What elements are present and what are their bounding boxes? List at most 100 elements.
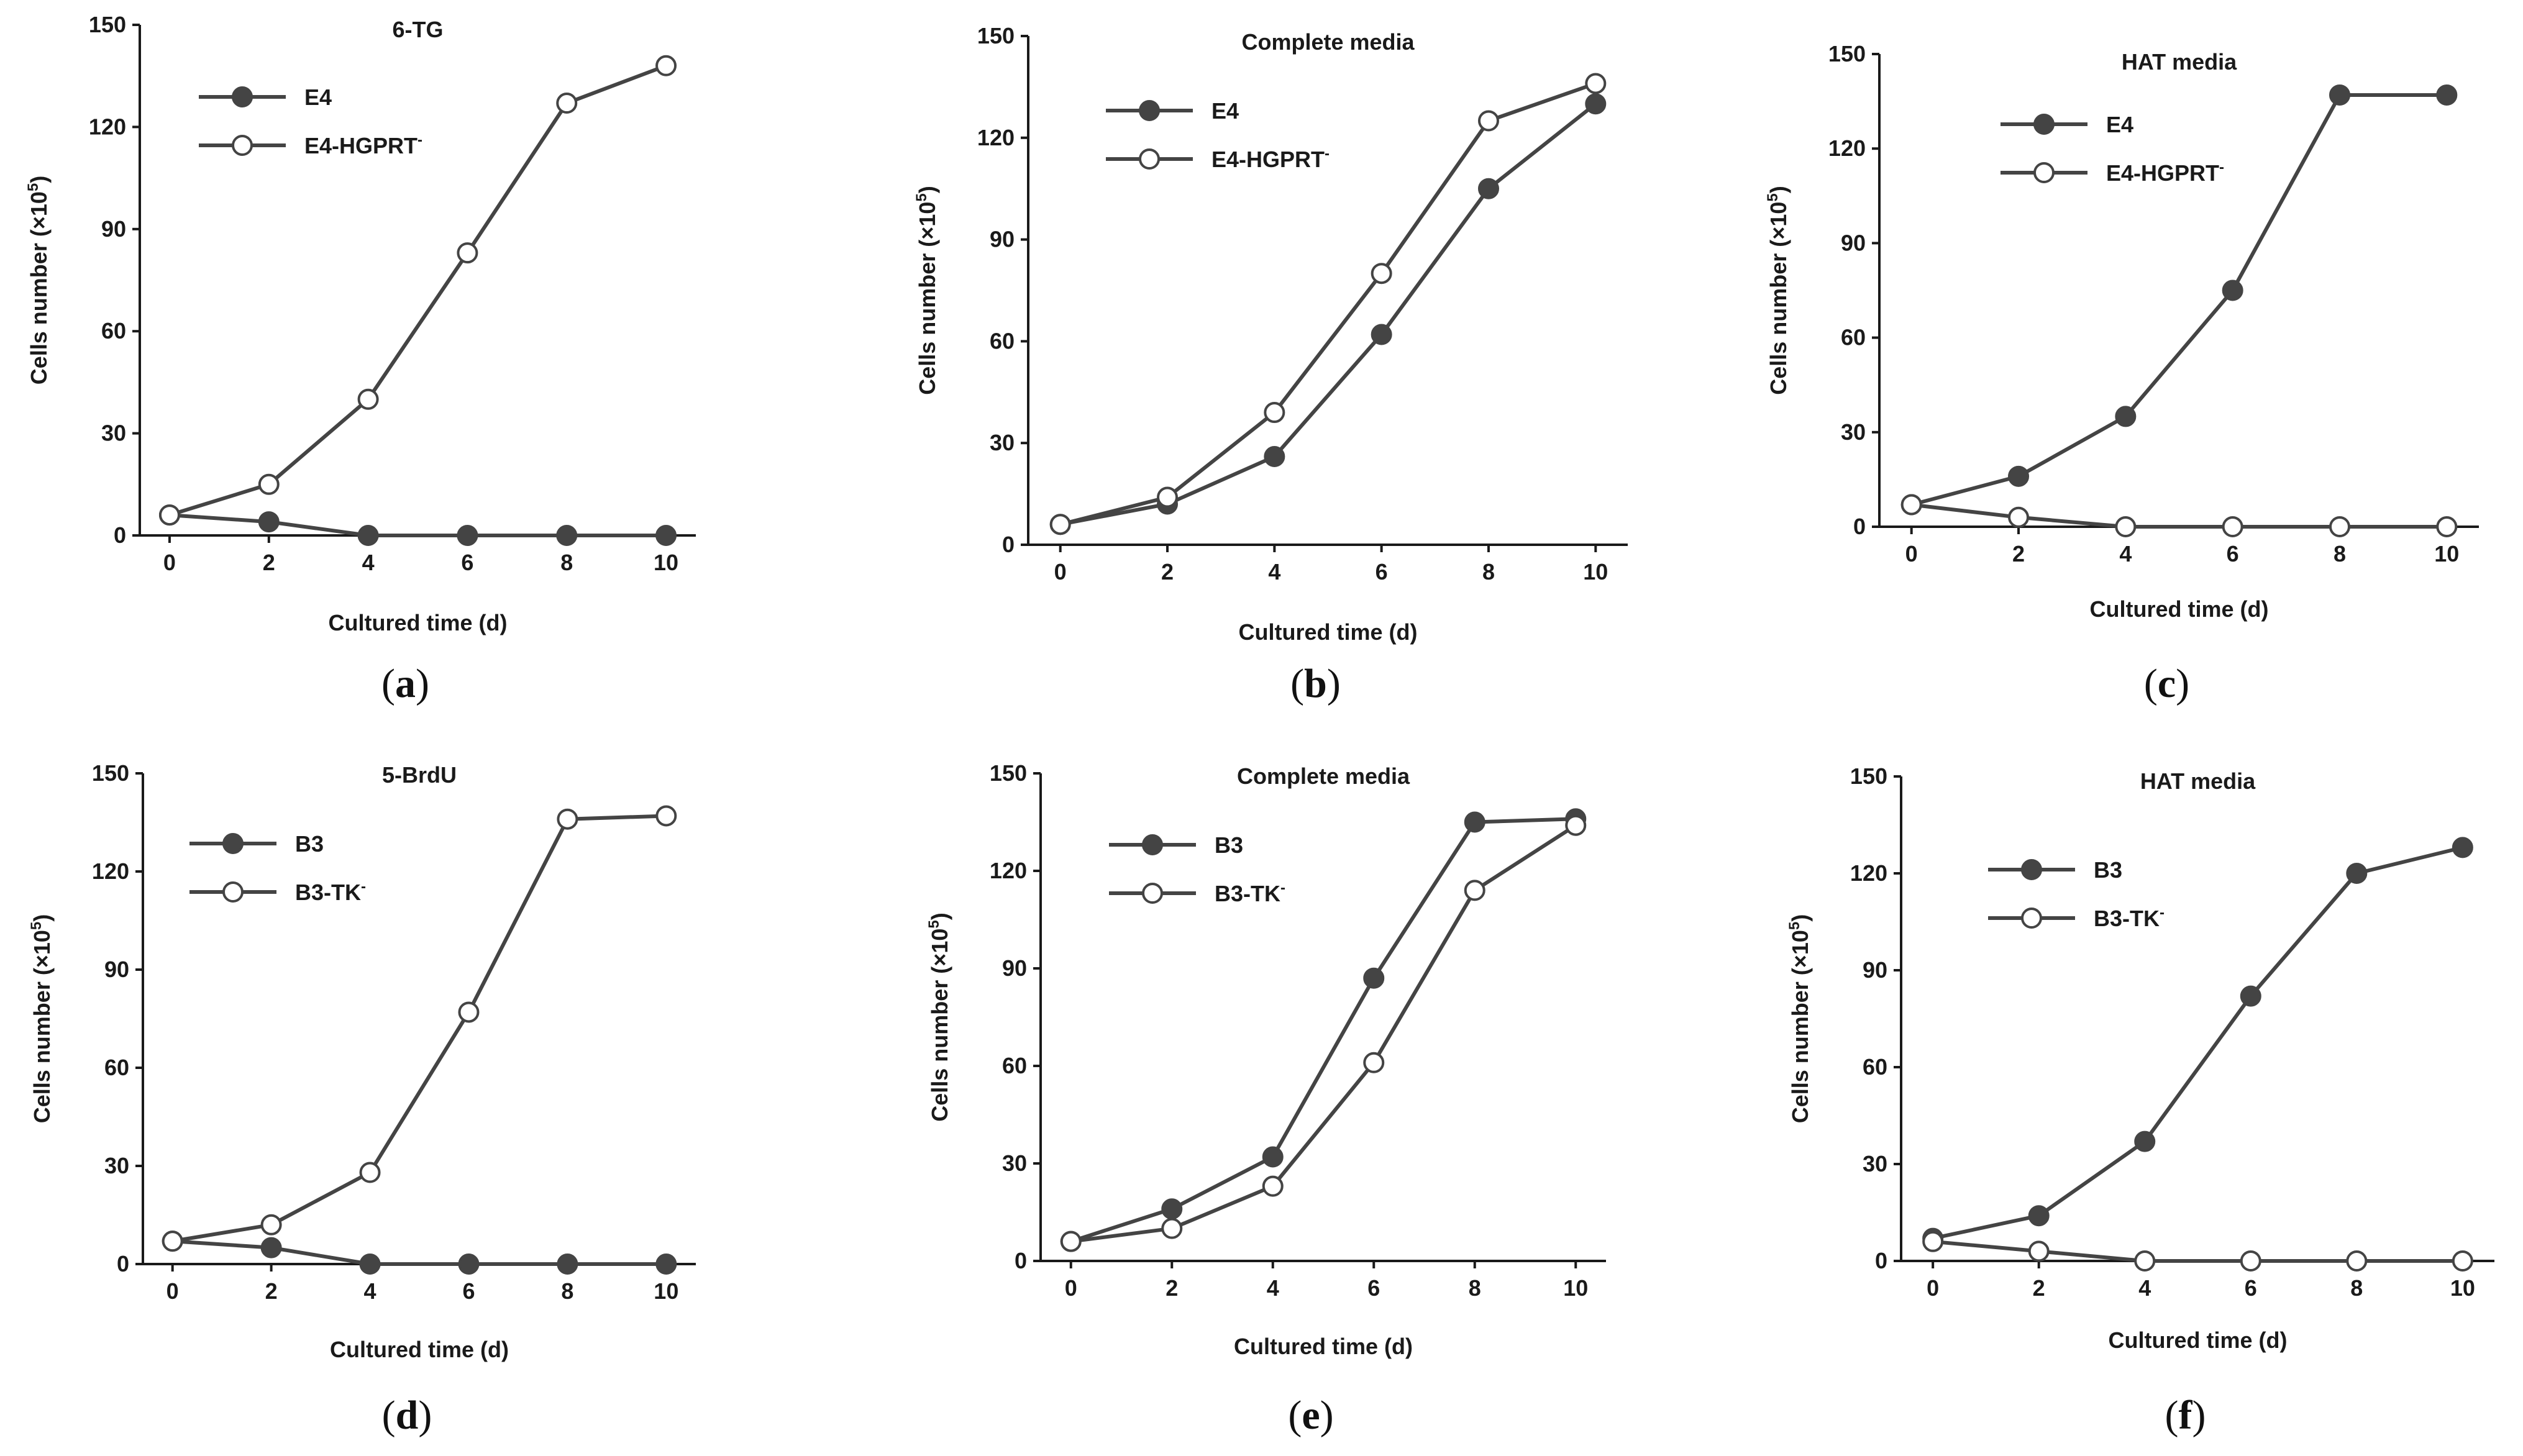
legend-entry: B3-TK- xyxy=(189,878,366,905)
y-tick-label: 90 xyxy=(104,957,129,982)
series-line xyxy=(1932,1239,2463,1263)
data-point xyxy=(357,525,379,546)
y-tick-label: 30 xyxy=(101,421,126,446)
legend-label: E4 xyxy=(304,84,332,110)
legend-entry: B3 xyxy=(189,831,324,857)
y-tick-label: 120 xyxy=(92,858,129,884)
legend-marker xyxy=(222,833,244,854)
data-point xyxy=(557,1254,578,1275)
x-tick-label: 8 xyxy=(560,550,573,575)
data-point xyxy=(2436,516,2458,537)
data-point xyxy=(2452,1250,2473,1272)
panel-label: (f) xyxy=(2165,1393,2206,1438)
data-point xyxy=(2346,1250,2368,1272)
series-line xyxy=(1060,102,1597,527)
data-point xyxy=(1264,446,1285,468)
data-point xyxy=(2222,280,2243,301)
series-line xyxy=(172,814,667,1244)
y-tick-label: 0 xyxy=(1853,514,1866,539)
y-axis-label: Cells number (×105) xyxy=(1786,914,1813,1123)
legend-entry: E4-HGPRT- xyxy=(2001,159,2224,186)
data-point xyxy=(260,1214,282,1235)
series-filled xyxy=(1922,837,2473,1249)
data-point xyxy=(2452,837,2473,858)
panel-label: (c) xyxy=(2144,661,2189,706)
y-tick-label: 120 xyxy=(990,858,1027,883)
legend-entry: B3 xyxy=(1988,857,2122,883)
y-axis-label: Cells number (×105) xyxy=(926,912,952,1121)
y-tick-label: 90 xyxy=(990,227,1015,252)
legend-marker xyxy=(232,135,253,156)
legend-marker xyxy=(1139,100,1160,121)
y-axis-label: Cells number (×105) xyxy=(913,186,940,394)
y-tick-label: 0 xyxy=(1002,532,1015,557)
legend-marker xyxy=(2033,162,2055,183)
y-tick-label: 30 xyxy=(990,430,1015,455)
data-point xyxy=(2028,1205,2050,1227)
x-tick-label: 10 xyxy=(2450,1275,2475,1301)
y-tick-label: 90 xyxy=(1841,230,1866,255)
chart-title: Complete media xyxy=(1241,29,1415,55)
legend-label: E4 xyxy=(2106,112,2133,137)
series-line xyxy=(172,1239,667,1266)
legend-entry: B3-TK- xyxy=(1109,880,1285,906)
x-tick-label: 0 xyxy=(1065,1275,1077,1301)
data-point xyxy=(2329,84,2350,106)
x-tick-label: 8 xyxy=(561,1278,573,1304)
y-tick-label: 30 xyxy=(1002,1150,1027,1176)
y-tick-label: 30 xyxy=(104,1153,129,1178)
x-tick-label: 8 xyxy=(1469,1275,1481,1301)
y-tick-label: 0 xyxy=(1875,1248,1887,1273)
data-point xyxy=(2008,465,2030,487)
data-point xyxy=(458,1254,480,1275)
legend-label: B3-TK- xyxy=(2094,904,2165,931)
y-tick-label: 60 xyxy=(1002,1053,1027,1078)
y-tick-label: 90 xyxy=(101,216,126,242)
legend-entry: E4-HGPRT- xyxy=(199,132,422,158)
y-tick-label: 30 xyxy=(1863,1151,1887,1176)
x-tick-label: 6 xyxy=(1367,1275,1380,1301)
legend-marker xyxy=(1142,883,1163,904)
panel-label: (d) xyxy=(382,1393,432,1438)
data-point xyxy=(457,242,478,264)
x-tick-label: 0 xyxy=(1927,1275,1939,1301)
data-point xyxy=(1585,93,1607,115)
data-point xyxy=(1262,1146,1284,1168)
chart-panel-b: 0 30 60 90 120 150 0 2 4 6 8 10 Complete media Cultur… xyxy=(913,23,1628,706)
y-tick-label: 0 xyxy=(114,522,126,548)
data-point xyxy=(2240,985,2261,1007)
data-point xyxy=(1060,1231,1082,1252)
x-axis-label: Cultured time (d) xyxy=(329,610,508,635)
series-line xyxy=(1059,81,1597,527)
y-tick-label: 150 xyxy=(1828,41,1866,66)
data-point xyxy=(1161,1217,1183,1239)
legend-entry: B3-TK- xyxy=(1988,904,2165,931)
data-point xyxy=(1477,178,1499,199)
y-tick-label: 150 xyxy=(977,23,1015,48)
data-point xyxy=(655,805,677,827)
data-point xyxy=(158,504,180,526)
data-point xyxy=(2115,406,2137,427)
x-tick-label: 6 xyxy=(462,1278,475,1304)
legend-label: E4-HGPRT- xyxy=(304,132,422,158)
x-axis-label: Cultured time (d) xyxy=(1234,1334,1413,1359)
legend-label: E4 xyxy=(1211,98,1239,124)
x-tick-label: 4 xyxy=(362,550,375,575)
legend-label: E4-HGPRT- xyxy=(1211,145,1330,172)
series-open xyxy=(162,805,677,1252)
series-line xyxy=(169,63,667,517)
series-filled xyxy=(1900,84,2458,516)
data-point xyxy=(557,808,578,830)
series-open xyxy=(1922,1231,2473,1272)
data-point xyxy=(1477,110,1499,132)
x-tick-label: 2 xyxy=(265,1278,278,1304)
chart-title: HAT media xyxy=(2140,768,2256,794)
legend-label: B3-TK- xyxy=(1215,880,1285,906)
y-tick-label: 60 xyxy=(1863,1054,1887,1080)
y-tick-label: 120 xyxy=(1850,860,1887,886)
y-tick-label: 0 xyxy=(117,1251,129,1276)
series-open xyxy=(158,55,677,526)
x-tick-label: 10 xyxy=(2434,541,2459,566)
x-tick-label: 4 xyxy=(2138,1275,2151,1301)
